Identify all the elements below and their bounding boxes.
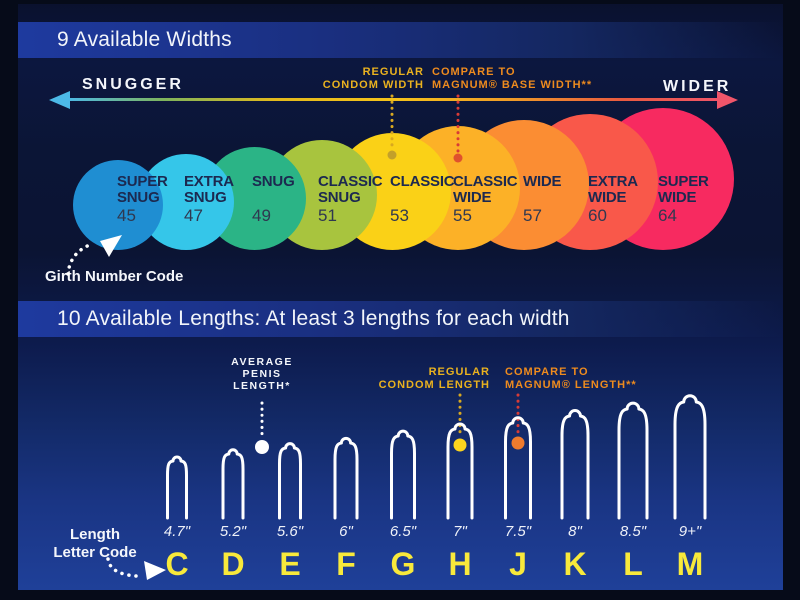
average-penis-length-label: AVERAGE PENIS LENGTH* [231, 356, 293, 392]
width-circle-label: CLASSIC SNUG 51 [318, 173, 383, 226]
axis-label-wider: WIDER [663, 78, 732, 95]
width-circle-label: SUPER WIDE 64 [658, 173, 709, 226]
condom-size-label: 6" [339, 523, 353, 540]
width-circle-label: SNUG 49 [252, 173, 295, 226]
condom-size-label: 5.2" [219, 523, 247, 540]
lengths-section-header-bar: 10 Available Lengths: At least 3 lengths… [18, 301, 783, 337]
width-circle-name-line: CLASSIC [318, 173, 383, 190]
width-circle-number: 55 [453, 206, 472, 225]
arrowhead-right-icon [717, 91, 738, 109]
width-circle-number: 60 [588, 206, 607, 225]
width-circle-number: 53 [390, 206, 409, 225]
anno-line: AVERAGE [231, 356, 293, 368]
width-circle-name-line: CLASSIC [390, 173, 455, 190]
width-circle-name-line: WIDE [523, 173, 562, 190]
condom-size-label: 8.5" [619, 523, 647, 540]
average-length-marker-dot [255, 440, 269, 454]
condom-size-label: 5.6" [276, 523, 304, 540]
condom-letter-code: J [509, 546, 527, 582]
arrowhead-left-icon [49, 91, 70, 109]
condom-outline-shape [390, 429, 416, 520]
girth-number-code-label: Girth Number Code [45, 268, 184, 285]
condom-size-label: 8" [568, 523, 582, 540]
width-circle-name-line: SUPER [658, 173, 709, 190]
condom-letter-code: F [336, 546, 356, 582]
anno-line: REGULAR [428, 366, 490, 378]
condom-size-label: 7.5" [504, 523, 532, 540]
length-code-arrowhead-icon [144, 561, 166, 580]
code-line: Letter Code [53, 544, 137, 561]
compare-magnum-length-label: COMPARE TO MAGNUM® LENGTH** [505, 366, 637, 391]
widths-section-header-bar: 9 Available Widths [18, 22, 783, 58]
width-circle-number: 64 [658, 206, 677, 225]
condom-letter-code: M [676, 546, 704, 582]
condom-letter-code: E [279, 546, 301, 582]
width-circle-label: EXTRA WIDE 60 [588, 173, 638, 226]
width-circle-number: 45 [117, 206, 136, 225]
anno-line: MAGNUM® LENGTH** [505, 378, 637, 391]
anno-line: PENIS [242, 368, 282, 380]
width-circle-name-line: WIDE [588, 189, 627, 206]
anno-line: COMPARE TO [505, 366, 589, 378]
width-circle-name-line: WIDE [453, 189, 492, 206]
condom-outline-shape [166, 455, 188, 520]
width-circle-label: CLASSIC 53 [390, 173, 455, 226]
condom-size-label: 9+" [678, 523, 702, 540]
widths-section-title: 9 Available Widths [57, 28, 232, 51]
width-circle-name-line: CLASSIC [453, 173, 518, 190]
anno-line: LENGTH* [233, 380, 291, 392]
width-circle-label: CLASSIC WIDE 55 [453, 173, 518, 226]
regular-condom-width-label: REGULAR CONDOM WIDTH [323, 66, 424, 91]
width-circle-number: 57 [523, 206, 542, 225]
compare-magnum-base-width-label: COMPARE TO MAGNUM® BASE WIDTH** [432, 66, 592, 91]
width-circle-label: EXTRA SNUG 47 [184, 173, 234, 226]
anno-line: REGULAR [362, 66, 424, 78]
width-circle-name-line: SUPER [117, 173, 168, 190]
anno-line: CONDOM WIDTH [322, 78, 424, 91]
regular-length-marker-dot [453, 438, 467, 452]
anno-line: MAGNUM® BASE WIDTH** [432, 78, 593, 91]
width-circle-name-line: SNUG [252, 173, 295, 190]
magnum-length-marker-dot [511, 436, 525, 450]
condom-outline-shape [278, 442, 302, 520]
condom-letter-code: G [390, 546, 416, 582]
condom-outline-shape [617, 401, 649, 520]
condom-size-label: 6.5" [389, 523, 417, 540]
condom-outline-shape [504, 416, 532, 520]
condom-outline-shape [673, 394, 707, 520]
condom-outline-shape [446, 422, 474, 520]
width-circle-name-line: SNUG [184, 189, 227, 206]
width-circle-label: WIDE 57 [523, 173, 562, 226]
condom-letter-code: C [165, 546, 189, 582]
condom-letter-code: H [448, 546, 472, 582]
condom-letter-code: L [623, 546, 643, 582]
width-circle-name-line: EXTRA [588, 173, 638, 190]
anno-line: CONDOM LENGTH [378, 378, 490, 391]
condom-letter-code: D [221, 546, 245, 582]
width-circle-name-line: EXTRA [184, 173, 234, 190]
width-circle-name-line: WIDE [658, 189, 697, 206]
length-letter-code-label: Length Letter Code [53, 526, 136, 562]
condom-outline-shape [221, 448, 245, 520]
width-circle-label: SUPER SNUG 45 [117, 173, 168, 226]
condom-size-label: 4.7" [163, 523, 191, 540]
condom-letter-code: K [563, 546, 587, 582]
code-line: Length [70, 526, 120, 543]
width-circle-name-line: SNUG [117, 189, 160, 206]
condom-outline-shape [333, 436, 359, 520]
condom-size-label: 7" [453, 523, 467, 540]
axis-label-snugger: SNUGGER [82, 76, 184, 93]
width-circle-name-line: SNUG [318, 189, 361, 206]
condom-outline-shape [560, 409, 590, 520]
regular-condom-length-label: REGULAR CONDOM LENGTH [379, 366, 490, 391]
infographic-canvas: 9 Available Widths SNUGGER WIDER REGULAR… [18, 4, 783, 590]
anno-line: COMPARE TO [432, 66, 516, 78]
width-circle-number: 51 [318, 206, 337, 225]
width-circle-number: 49 [252, 206, 271, 225]
width-gradient-axis [66, 98, 721, 101]
width-circle-number: 47 [184, 206, 203, 225]
lengths-section-title: 10 Available Lengths: At least 3 lengths… [57, 307, 570, 330]
